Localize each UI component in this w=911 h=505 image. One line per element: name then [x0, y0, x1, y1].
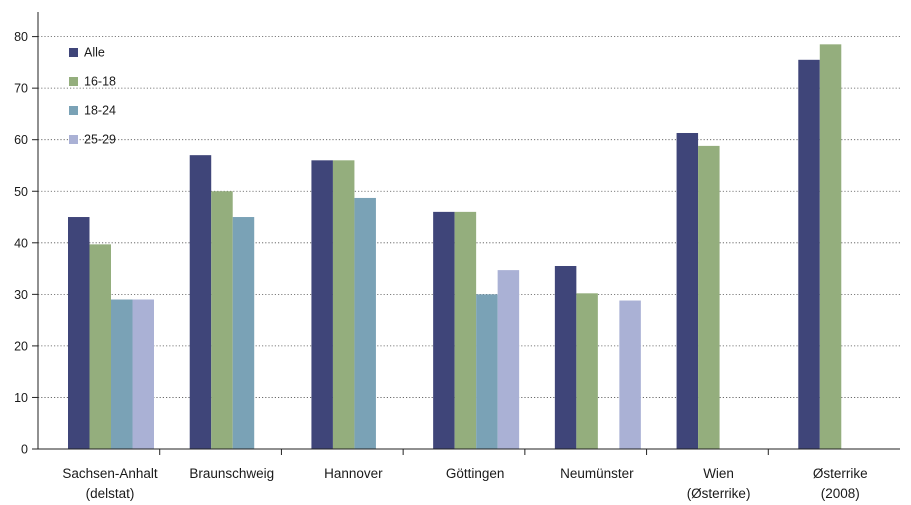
bar-Alle-4: [554, 265, 577, 449]
y-tick-label-30: 30: [14, 288, 28, 302]
legend-label-18-24: 18-24: [84, 104, 116, 118]
bar-16-18-6: [819, 44, 842, 450]
bar-25-29-0: [132, 299, 154, 449]
category-label-0-0: Sachsen-Anhalt: [62, 466, 158, 481]
y-axis-ticks: 0 10 20 30 40 50 60 70 80: [14, 30, 38, 457]
category-label-3-0: Göttingen: [446, 466, 505, 481]
bar-16-18-4: [576, 293, 598, 449]
bar-Alle-5: [676, 132, 699, 449]
category-label-0-1: (delstat): [86, 486, 135, 501]
y-tick-label-50: 50: [14, 185, 28, 199]
bar-16-18-3: [454, 211, 477, 449]
legend-label-Alle: Alle: [84, 46, 105, 60]
bars: [68, 44, 842, 450]
y-tick-label-10: 10: [14, 391, 28, 405]
bar-25-29-4: [619, 300, 641, 449]
bar-Alle-1: [189, 155, 212, 450]
axes: [37, 12, 900, 455]
category-label-5-0: Wien: [703, 466, 734, 481]
y-tick-label-60: 60: [14, 133, 28, 147]
bar-18-24-1: [232, 217, 255, 449]
bar-16-18-2: [332, 160, 355, 449]
bar-Alle-3: [433, 211, 455, 449]
category-label-1-0: Braunschweig: [189, 466, 274, 481]
bar-16-18-1: [211, 191, 233, 449]
y-tick-label-40: 40: [14, 236, 28, 250]
legend: Alle 16-18 18-24 25-29: [69, 46, 116, 147]
category-label-6-1: (2008): [821, 486, 860, 501]
legend-swatch-Alle: [69, 48, 78, 57]
y-tick-label-70: 70: [14, 82, 28, 96]
bar-25-29-3: [497, 270, 520, 449]
category-label-6-0: Østerrike: [813, 466, 868, 481]
y-tick-label-80: 80: [14, 30, 28, 44]
bar-16-18-5: [698, 145, 720, 450]
category-label-4-0: Neumünster: [560, 466, 634, 481]
legend-label-16-18: 16-18: [84, 75, 116, 89]
bar-Alle-2: [311, 160, 333, 449]
y-tick-label-20: 20: [14, 339, 28, 353]
bar-18-24-0: [111, 299, 133, 449]
legend-label-25-29: 25-29: [84, 133, 116, 147]
bar-Alle-6: [798, 59, 820, 450]
category-label-5-1: (Østerrike): [687, 486, 751, 501]
legend-swatch-16-18: [69, 77, 78, 86]
y-tick-label-0: 0: [21, 443, 28, 457]
bar-18-24-2: [354, 197, 376, 449]
category-label-2-0: Hannover: [324, 466, 383, 481]
legend-swatch-25-29: [69, 135, 78, 144]
bar-Alle-0: [68, 217, 90, 449]
legend-swatch-18-24: [69, 106, 78, 115]
bar-16-18-0: [89, 244, 111, 449]
bar-18-24-3: [476, 294, 498, 449]
x-axis-category-labels: Sachsen-Anhalt (delstat) Braunschweig Hanno…: [62, 466, 867, 501]
